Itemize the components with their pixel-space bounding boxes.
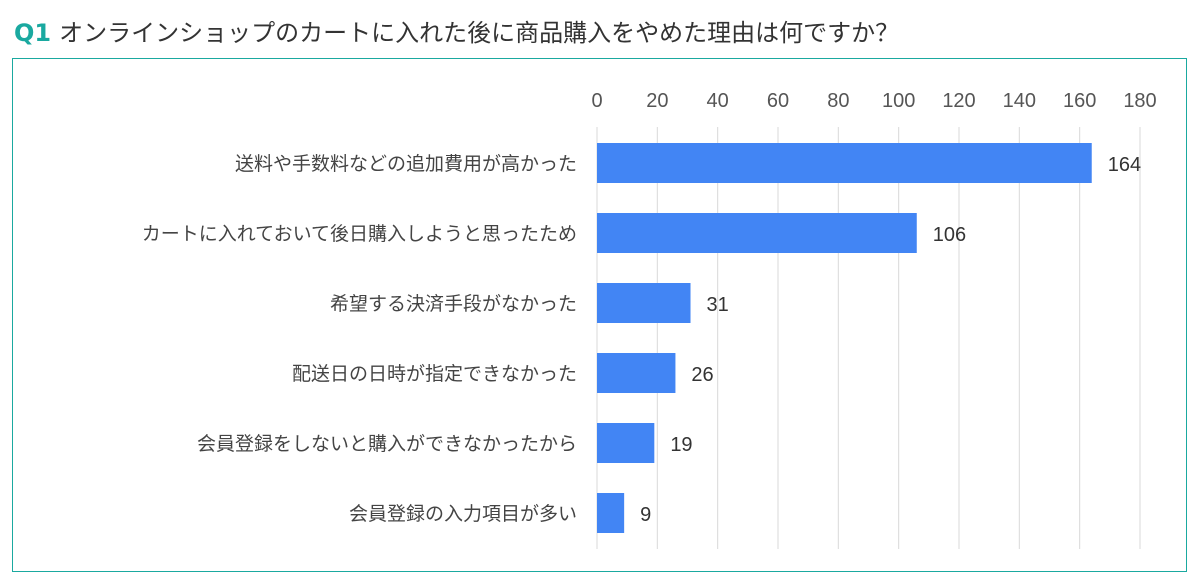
bar xyxy=(597,213,917,253)
x-tick-label: 120 xyxy=(942,90,975,112)
category-label: 希望する決済手段がなかった xyxy=(330,293,577,315)
category-label: 配送日の日時が指定できなかった xyxy=(292,363,577,385)
category-label: 送料や手数料などの追加費用が高かった xyxy=(235,153,577,175)
bar xyxy=(597,283,691,323)
x-tick-label: 80 xyxy=(827,90,849,112)
x-tick-label: 140 xyxy=(1003,90,1036,112)
bar xyxy=(597,423,655,463)
data-label: 164 xyxy=(1108,154,1141,176)
x-tick-label: 20 xyxy=(646,90,668,112)
x-tick-label: 60 xyxy=(767,90,789,112)
category-label: カートに入れておいて後日購入しようと思ったため xyxy=(142,223,577,245)
question-number: Q1 xyxy=(14,19,52,47)
x-tick-label: 180 xyxy=(1123,90,1156,112)
bar-chart: 0 20 40 60 80 100 120 140 160 180 送料や手数料などの追加費用が高か… xyxy=(142,90,1157,549)
x-tick-label: 160 xyxy=(1063,90,1096,112)
data-label: 19 xyxy=(670,434,692,456)
bar xyxy=(597,493,625,533)
data-label: 9 xyxy=(640,504,651,526)
chart-frame: 0 20 40 60 80 100 120 140 160 180 送料や手数料などの追加費用が高か… xyxy=(12,58,1187,572)
question-header: Q1 オンラインショップのカートに入れた後に商品購入をやめた理由は何ですか？ xyxy=(14,16,899,50)
bar xyxy=(597,353,676,393)
x-tick-label: 100 xyxy=(882,90,915,112)
x-tick-label: 40 xyxy=(707,90,729,112)
category-label: 会員登録をしないと購入ができなかったから xyxy=(197,433,577,455)
category-label: 会員登録の入力項目が多い xyxy=(349,503,577,525)
bar xyxy=(597,143,1092,183)
data-label: 31 xyxy=(707,294,729,316)
x-tick-label: 0 xyxy=(591,90,602,112)
question-text: オンラインショップのカートに入れた後に商品購入をやめた理由は何ですか？ xyxy=(59,19,900,47)
data-label: 106 xyxy=(933,224,966,246)
data-label: 26 xyxy=(691,364,713,386)
